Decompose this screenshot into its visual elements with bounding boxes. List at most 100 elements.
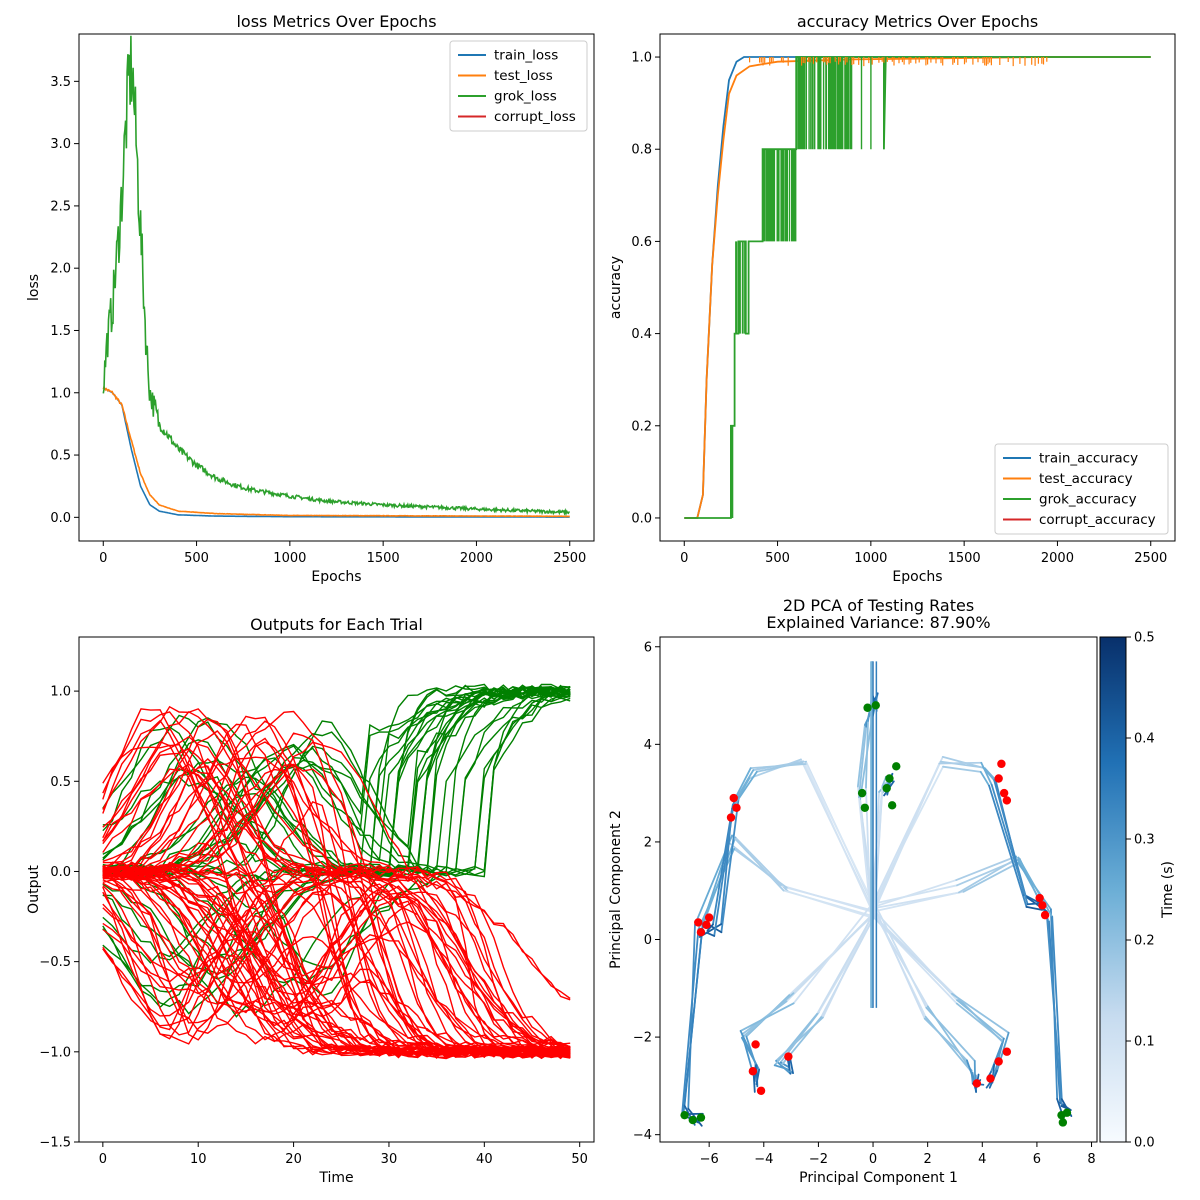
trial-line-red (102, 756, 571, 1057)
pca-trajectory-segment (870, 914, 953, 995)
pca-trajectory-segment (859, 720, 873, 801)
pca-trajectory-segment (856, 723, 866, 788)
x-tick-label: −2 (809, 1152, 828, 1167)
pca-trajectory-segment (873, 902, 928, 1009)
plot-area (102, 683, 571, 1060)
y-tick-label: 3.0 (50, 137, 71, 152)
trial-line-red (102, 874, 571, 1050)
pca-trajectory-segment (773, 1012, 819, 1067)
pca-trajectory-segment (706, 923, 714, 932)
trial-line-green (102, 688, 571, 877)
legend-box (449, 40, 588, 132)
pca-trajectory-segment (938, 761, 983, 765)
legend: train_accuracy test_accuracy grok_accuracy… (994, 443, 1169, 535)
chart-title: accuracy Metrics Over Epochs (797, 12, 1038, 31)
colorbar-tick-label: 0.4 (1134, 732, 1155, 747)
trial-line-red (102, 871, 571, 1057)
legend-label: train_loss (494, 48, 558, 64)
pca-trajectory-segment (962, 861, 1019, 893)
y-axis-label: accuracy (608, 256, 624, 319)
x-axis-label: Principal Component 1 (799, 1170, 958, 1186)
pca-trajectory-segment (955, 855, 1017, 881)
train_loss-line (102, 387, 570, 518)
pca-trajectory-segment (755, 1064, 759, 1088)
y-tick-label: −2 (633, 1031, 652, 1046)
trial-line-red (102, 867, 571, 1056)
accuracy-panel: 0 500 1000 1500 2000 2500 0.0 0.2 0.4 0.6 0.8 1.0 Ep… (608, 12, 1176, 585)
pca-trajectory-segment (870, 762, 941, 919)
colorbar (1099, 636, 1127, 1143)
colorbar-tick-label: 0.5 (1134, 631, 1155, 646)
trial-line-red (102, 711, 571, 1049)
pca-trajectory-segment (804, 763, 875, 906)
x-tick-label: −6 (700, 1152, 719, 1167)
chart-title: loss Metrics Over Epochs (236, 12, 436, 31)
pca-trajectory-segment (858, 796, 872, 914)
y-tick-label: 0.4 (631, 327, 652, 342)
legend: train_loss test_loss grok_loss corrupt_loss (449, 40, 588, 132)
trial-line-red (102, 765, 571, 1059)
y-tick-label: 0.6 (631, 235, 652, 250)
outputs-panel: 0 10 20 30 40 50 −1.5 −1.0 −0.5 0.0 0.5 1.0 Time Outp… (26, 615, 595, 1186)
end-marker-red (702, 920, 711, 930)
pca-trajectory-segment (993, 779, 1027, 898)
trial-line-red (102, 874, 571, 1058)
end-marker-red (704, 913, 714, 922)
x-tick-label: 2 (924, 1152, 932, 1167)
axes-frame (78, 636, 595, 1143)
y-tick-label: 0.0 (50, 511, 71, 526)
trial-line-red (102, 718, 571, 1059)
pca-trajectory-segment (1051, 915, 1063, 1100)
end-marker-red (732, 803, 741, 812)
trial-line-red (102, 705, 571, 1055)
pca-trajectory-segment (925, 1006, 976, 1062)
x-axis-label: Epochs (892, 569, 942, 585)
x-tick-label: 1500 (948, 551, 981, 566)
pca-trajectory-segment (782, 889, 873, 917)
chart-title: 2D PCA of Testing Rates (783, 596, 974, 615)
pca-trajectory-segment (739, 1002, 795, 1032)
trial-line-green (102, 688, 571, 874)
pca-trajectory-segment (749, 763, 807, 770)
y-tick-label: 0.0 (631, 511, 652, 526)
x-tick-label: 40 (476, 1152, 493, 1167)
x-tick-label: 500 (765, 551, 790, 566)
end-marker-red (696, 927, 706, 937)
x-tick-label: 2500 (553, 551, 586, 566)
pca-trajectory-segment (752, 1075, 756, 1093)
y-axis-label: Output (26, 865, 42, 914)
y-tick-label: 1.0 (50, 685, 71, 700)
plot-area (102, 35, 570, 518)
y-tick-label: 2 (644, 835, 652, 850)
pca-panel: −6 −4 −2 0 2 4 6 8 −4 −2 0 2 4 6 Principal Component 1… (608, 596, 1176, 1186)
trial-line-green (102, 686, 571, 1018)
axes-frame (659, 636, 1098, 1143)
pca-trajectory-segment (683, 922, 704, 1107)
y-axis-label: Principal Component 2 (608, 810, 624, 969)
y-tick-label: 1.0 (631, 51, 652, 66)
pca-trajectory-segment (705, 931, 716, 937)
pca-trajectory-segment (731, 770, 758, 810)
trial-line-red (102, 747, 571, 1048)
legend-label: grok_loss (494, 89, 557, 105)
end-marker-red (748, 1067, 758, 1076)
end-marker-green (871, 701, 880, 710)
pca-trajectory-segment (697, 848, 735, 931)
x-axis-label: Time (318, 1170, 353, 1186)
y-tick-label: 0.2 (631, 419, 652, 434)
end-marker-red (1040, 910, 1050, 920)
end-marker-green (882, 784, 891, 793)
trial-line-green (102, 686, 571, 875)
pca-trajectory-segment (687, 923, 696, 1110)
end-marker-green (860, 803, 870, 812)
y-tick-label: 2.0 (50, 262, 71, 277)
colorbar-label: Time (s) (1160, 861, 1176, 919)
chart-subtitle: Explained Variance: 87.90% (766, 613, 990, 632)
end-marker-red (694, 918, 703, 927)
end-marker-green (680, 1110, 689, 1120)
y-tick-label: 0.5 (50, 449, 71, 464)
pca-trajectory-segment (957, 998, 1004, 1044)
y-tick-label: 0 (644, 933, 652, 948)
trial-line-red (102, 866, 571, 1045)
